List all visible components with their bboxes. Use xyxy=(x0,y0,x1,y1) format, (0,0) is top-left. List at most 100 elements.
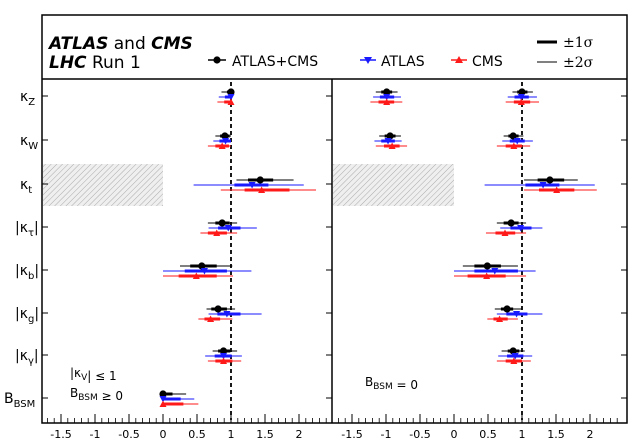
kW-combined-panel2-b-marker xyxy=(509,132,517,140)
y-label-BBSM: BBSM xyxy=(4,391,35,410)
x-tick-label: 1 xyxy=(228,428,235,441)
kb-atlas-panel2-marker xyxy=(491,268,499,275)
kg-cms-panel2-marker xyxy=(496,315,504,322)
outer-frame xyxy=(41,14,628,424)
kg-atlas-panel1-marker xyxy=(223,311,231,318)
BBSM-cms-panel1-marker xyxy=(159,400,167,407)
y-label-ktau: |κτ| xyxy=(15,220,39,239)
x-tick-label: 0.5 xyxy=(479,428,497,441)
y-label-sub-kZ: Z xyxy=(28,97,35,108)
x-tick-label: -1 xyxy=(90,428,101,441)
annotation-kv-constraint: |κV| ≤ 1 xyxy=(70,366,117,383)
atlas-label: ATLAS xyxy=(47,34,108,54)
y-label-kb: |κb| xyxy=(15,263,39,282)
kt-cms-panel1-marker xyxy=(258,186,266,193)
ktau-cms-panel1-marker xyxy=(213,229,221,236)
x-tick-label: 2 xyxy=(296,428,303,441)
x-tick-label: 0.5 xyxy=(188,428,206,441)
kt-combined-panel2-marker xyxy=(546,176,554,184)
x-tick-label: -0.5 xyxy=(409,428,430,441)
kW-atlas-panel1-marker xyxy=(222,138,230,145)
kg-atlas-panel2-marker xyxy=(513,311,521,318)
kZ-cms-panel1-marker xyxy=(227,98,235,105)
kW-cms-panel2-marker xyxy=(388,142,396,149)
kb-combined-panel1-marker xyxy=(198,262,206,270)
legend-entry-sigma2: ±2σ xyxy=(537,55,594,71)
y-label-abs-close-kgam: | xyxy=(34,348,39,364)
legend-combined-marker xyxy=(213,56,221,64)
kgam-atlas-panel2-marker xyxy=(511,353,519,360)
y-label-kW: κW xyxy=(20,133,38,152)
legend-entry-combined: ATLAS+CMS xyxy=(208,54,318,70)
x-tick-label: 2 xyxy=(587,428,594,441)
y-label-kZ: κZ xyxy=(20,89,35,108)
kW-combined-panel2-marker xyxy=(386,132,394,140)
legend-entry-sigma1: ±1σ xyxy=(537,35,594,51)
kW-atlas-panel2-marker xyxy=(384,138,392,145)
y-label-abs-close-kg: | xyxy=(34,306,39,322)
y-label-abs-close-kb: | xyxy=(34,263,39,279)
kgam-cms-panel2-marker xyxy=(510,357,518,364)
kt-atlas-panel1-marker xyxy=(248,182,256,189)
x-tick-label: 1.5 xyxy=(547,428,565,441)
kt-cms-panel2-marker xyxy=(553,186,561,193)
kZ-combined-panel2-marker xyxy=(383,88,391,96)
kgam-cms-panel1-marker xyxy=(220,357,228,364)
legend-atlas-marker xyxy=(364,57,372,64)
annotation-bbsm-constraint-sub: BSM xyxy=(78,393,98,403)
annotation-bbsm-constraint: BBSM ≥ 0 xyxy=(70,386,123,403)
y-label-sub-kb: b xyxy=(28,271,34,282)
lhc-label: LHC xyxy=(49,53,87,73)
kb-cms-panel2-marker xyxy=(483,272,491,279)
kgam-atlas-panel1-marker xyxy=(220,353,228,360)
legend-cms-marker xyxy=(455,56,463,63)
kt-combined-panel1-marker xyxy=(256,176,264,184)
y-label-kgam: |κγ| xyxy=(15,348,39,367)
kg-combined-panel2-marker xyxy=(503,305,511,313)
x-tick-label: -1 xyxy=(381,428,392,441)
and-label: and xyxy=(108,34,151,54)
ktau-combined-panel2-marker xyxy=(507,219,515,227)
kg-combined-panel1-marker xyxy=(214,305,222,313)
ktau-atlas-panel1-marker xyxy=(224,225,232,232)
kZ-combined-panel2-b-marker xyxy=(518,88,526,96)
kW-cms-panel2-b-marker xyxy=(510,142,518,149)
kb-combined-panel2-marker xyxy=(483,262,491,270)
BBSM-atlas-panel1-marker xyxy=(159,396,167,403)
kb-cms-panel1-marker xyxy=(192,272,200,279)
annotation-bbsm-zero-sub: BSM xyxy=(373,382,393,392)
ktau-cms-panel2-marker xyxy=(501,229,509,236)
y-label-sub-kt: t xyxy=(28,185,32,196)
kZ-combined-panel1-marker xyxy=(227,88,235,96)
kb-atlas-panel1-marker xyxy=(200,268,208,275)
y-label-sub-ktau: τ xyxy=(28,228,34,239)
legend-combined-label: ATLAS+CMS xyxy=(232,54,318,70)
legend-sigma2-label: ±2σ xyxy=(563,55,594,71)
ktau-combined-panel1-marker xyxy=(218,219,226,227)
excluded-region-kt-panel2 xyxy=(333,164,454,206)
y-label-sub-kgam: γ xyxy=(28,356,34,367)
y-label-kt: κt xyxy=(20,177,32,196)
x-tick-label: 0 xyxy=(160,428,167,441)
y-label-sub-BBSM: BSM xyxy=(14,399,36,410)
kZ-atlas-panel1-marker xyxy=(227,94,235,101)
y-label-sub-kW: W xyxy=(28,141,38,152)
legend-sigma1-label: ±1σ xyxy=(563,35,594,51)
run-title: LHC Run 1 xyxy=(49,53,141,73)
x-tick-label: -1.5 xyxy=(341,428,362,441)
kgam-combined-panel1-marker xyxy=(219,347,228,355)
run-label: Run 1 xyxy=(87,53,141,73)
kt-atlas-panel2-marker xyxy=(539,182,547,189)
excluded-region-kt-panel1 xyxy=(43,164,163,206)
legend: ATLAS+CMS ATLAS CMS ±1σ ±2σ xyxy=(208,35,594,71)
kg-cms-panel1-marker xyxy=(207,315,215,322)
cms-label: CMS xyxy=(151,34,193,54)
kgam-combined-panel2-marker xyxy=(509,347,517,355)
kZ-atlas-panel2-marker xyxy=(383,94,391,101)
x-tick-label: 1 xyxy=(519,428,526,441)
kZ-cms-panel2-b-marker xyxy=(517,98,525,105)
kW-atlas-panel2-b-marker xyxy=(513,138,521,145)
y-label-sub-kg: g xyxy=(28,314,34,325)
y-label-kg: |κg| xyxy=(15,306,39,325)
